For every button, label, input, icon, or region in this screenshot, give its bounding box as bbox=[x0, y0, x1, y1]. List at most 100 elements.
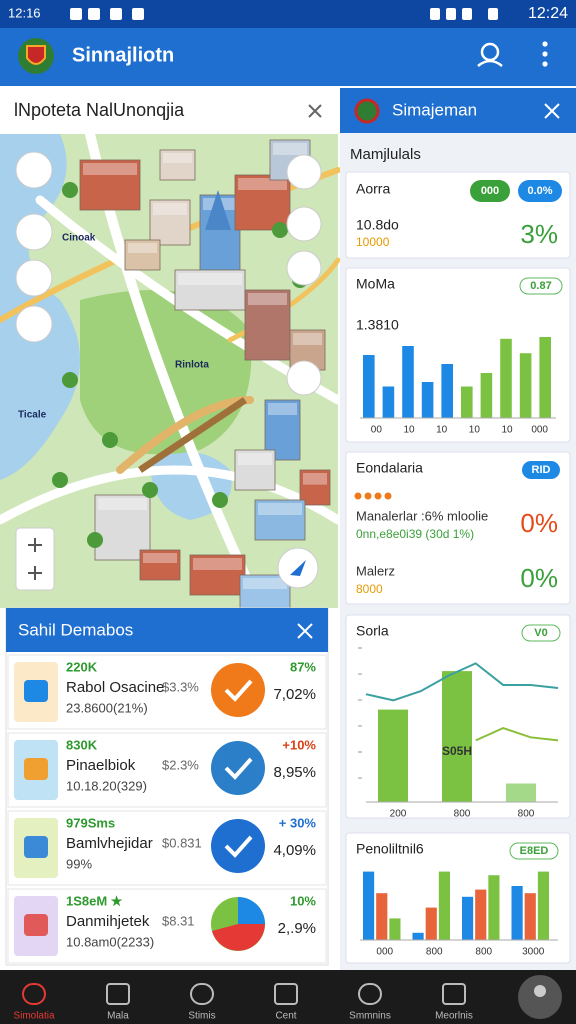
status-icon bbox=[430, 8, 440, 20]
list-row[interactable] bbox=[7, 888, 327, 964]
bar bbox=[442, 671, 472, 802]
row-badge-slice bbox=[238, 897, 265, 924]
list-row[interactable] bbox=[7, 810, 327, 886]
row-label: Manalerlar :6% mloolie bbox=[356, 508, 488, 523]
map-button[interactable] bbox=[15, 259, 53, 297]
badge[interactable] bbox=[509, 842, 559, 860]
nav-icon[interactable] bbox=[22, 983, 46, 1005]
building bbox=[234, 174, 291, 231]
building bbox=[234, 449, 276, 491]
badge[interactable] bbox=[518, 180, 562, 202]
row-sub: 10.18.20(329) bbox=[66, 778, 147, 793]
line-series bbox=[475, 727, 559, 742]
tree bbox=[102, 432, 118, 448]
badge[interactable] bbox=[521, 624, 561, 642]
nav-icon[interactable] bbox=[274, 983, 298, 1005]
x-tick-label: 00 bbox=[371, 425, 383, 436]
bar bbox=[524, 893, 536, 940]
bar-label: S05H bbox=[442, 744, 472, 758]
building bbox=[189, 554, 246, 596]
nav-label: Smmnins bbox=[349, 1011, 391, 1022]
bar bbox=[511, 886, 523, 940]
map-button[interactable] bbox=[15, 213, 53, 251]
map-button[interactable] bbox=[286, 206, 322, 242]
map-button[interactable] bbox=[15, 151, 53, 189]
row-name: Rabol Osacine bbox=[66, 679, 164, 696]
bar bbox=[438, 871, 450, 940]
profile-icon bbox=[477, 59, 503, 67]
row-mid: $0.831 bbox=[162, 835, 202, 850]
bar bbox=[480, 373, 493, 418]
status-clock: 12:24 bbox=[528, 5, 568, 22]
status-icon bbox=[88, 8, 100, 20]
nav-icon[interactable] bbox=[106, 983, 130, 1005]
status-icon bbox=[446, 8, 456, 20]
bar bbox=[412, 932, 424, 940]
row-pct-top: + 30% bbox=[279, 815, 317, 830]
nav-icon[interactable] bbox=[190, 983, 214, 1005]
building-roof bbox=[258, 503, 302, 515]
row-sub: 0nn,e8e0i39 (30d 1%) bbox=[356, 527, 474, 541]
stat-card bbox=[345, 451, 571, 605]
bar bbox=[506, 783, 536, 802]
x-tick-label: 10 bbox=[469, 425, 481, 436]
list-row[interactable] bbox=[7, 654, 327, 730]
row-name: Bamlvhejidar bbox=[66, 835, 153, 852]
badge-text: RID bbox=[532, 464, 551, 476]
row-sub: 8000 bbox=[356, 582, 383, 596]
badge-text: E8ED bbox=[520, 845, 549, 857]
row-badge-glyph bbox=[224, 757, 253, 780]
row-top: 979Sms bbox=[66, 815, 115, 830]
nav-icon[interactable] bbox=[358, 983, 382, 1005]
bar bbox=[462, 896, 474, 940]
badge[interactable] bbox=[470, 180, 510, 202]
x-tick-label: 10 bbox=[501, 425, 513, 436]
x-tick-label: 800 bbox=[518, 809, 535, 820]
badge-text: V0 bbox=[534, 627, 547, 639]
row-badge-glyph bbox=[224, 679, 253, 702]
map-label: Rinlota bbox=[175, 360, 209, 371]
list-card-header bbox=[6, 608, 328, 652]
nav-label: Mala bbox=[107, 1011, 129, 1022]
card-line: 10000 bbox=[356, 235, 390, 249]
building-roof bbox=[83, 163, 137, 175]
zoom-icon bbox=[28, 538, 42, 580]
tree bbox=[62, 372, 78, 388]
row-icon-glyph bbox=[24, 836, 48, 858]
map-button[interactable] bbox=[286, 154, 322, 190]
card-title: Penoliltnil6 bbox=[356, 841, 424, 857]
row-pct: 4,09% bbox=[273, 842, 316, 859]
menu-dot bbox=[542, 41, 548, 47]
building-roof bbox=[268, 403, 297, 415]
x-tick-label: 800 bbox=[475, 947, 492, 958]
zoom-control[interactable] bbox=[15, 527, 55, 591]
map-button[interactable] bbox=[286, 360, 322, 396]
nav-icon[interactable] bbox=[442, 983, 466, 1005]
card-line: 10.8do bbox=[356, 217, 399, 233]
app-title: Sinnajliotn bbox=[72, 44, 174, 66]
map-button[interactable] bbox=[286, 250, 322, 286]
row-icon-glyph bbox=[24, 914, 48, 936]
app-bar bbox=[0, 28, 576, 86]
badge[interactable] bbox=[519, 277, 563, 295]
bar bbox=[421, 382, 434, 418]
list-row[interactable] bbox=[7, 732, 327, 808]
row-top: 1S8eM ★ bbox=[66, 893, 123, 908]
nav-label: Meorlnis bbox=[435, 1011, 473, 1022]
badge[interactable] bbox=[522, 461, 560, 479]
status-time: 12:16 bbox=[8, 5, 41, 20]
row-pct-top: 87% bbox=[290, 659, 316, 674]
building-roof bbox=[293, 333, 322, 345]
search-bar[interactable] bbox=[0, 88, 338, 134]
building bbox=[124, 239, 161, 271]
map-label: Cinoak bbox=[62, 233, 96, 244]
row-label: Malerz bbox=[356, 563, 395, 578]
badge-text: 0.87 bbox=[530, 280, 551, 292]
row-pct: 2,.9% bbox=[278, 920, 316, 937]
row-sub: 23.8600(21%) bbox=[66, 700, 148, 715]
badge-text: 0.0% bbox=[527, 185, 552, 197]
map-button[interactable] bbox=[15, 305, 53, 343]
bar bbox=[519, 353, 532, 418]
row-badge-slice bbox=[212, 924, 265, 951]
